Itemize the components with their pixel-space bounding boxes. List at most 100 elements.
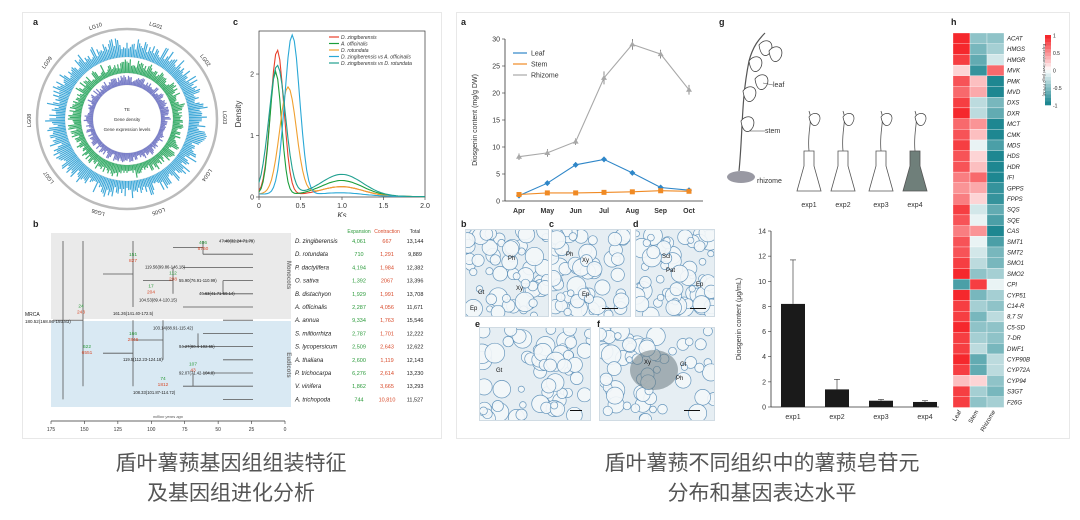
colorbar-tick-2: 0 xyxy=(1053,69,1056,75)
point-stem-1 xyxy=(544,190,550,196)
line-legend-label-0: Leaf xyxy=(531,51,545,58)
heat-cell-25-1 xyxy=(969,300,988,312)
species-total-4: 13,708 xyxy=(407,292,424,298)
density-ylabel: Density xyxy=(234,101,243,128)
phylogeny-panel: Monocots Eudicots Expansion Contraction Tota… xyxy=(23,225,441,438)
heat-cell-16-2 xyxy=(986,204,1005,216)
heat-cell-3-1 xyxy=(969,64,988,76)
heat-cell-1-1 xyxy=(969,43,988,55)
point-leaf-2 xyxy=(572,161,579,168)
node-count-up-2: 406 xyxy=(199,240,207,246)
micrograph-f-scalebar xyxy=(684,410,700,411)
cell-44 xyxy=(550,401,559,410)
cell-50 xyxy=(466,232,476,248)
node-label-11: 92.07(71.42-104.8) xyxy=(179,370,215,375)
right-figure: a g h 0 5 10 15 20 25 30 Apr May Jun Jul Aug Sep Oct D… xyxy=(456,12,1070,439)
flask-label-exp4: exp4 xyxy=(907,202,922,209)
cell-36 xyxy=(603,309,614,316)
cell-31 xyxy=(570,371,584,385)
heat-cell-16-0 xyxy=(952,204,971,216)
cell-46 xyxy=(698,230,714,243)
species-total-9: 12,143 xyxy=(407,358,424,364)
heat-cell-5-2 xyxy=(986,86,1005,98)
point-stem-6 xyxy=(686,188,692,194)
point-stem-4 xyxy=(629,189,635,195)
heat-cell-12-2 xyxy=(986,161,1005,173)
cell-43 xyxy=(480,378,493,396)
micrograph-e: Gt xyxy=(479,327,591,421)
cell-41 xyxy=(614,332,622,340)
heat-cell-10-2 xyxy=(986,139,1005,151)
plant-leaf-4 xyxy=(768,46,783,62)
node-label-8: 103.14(88.91-115.42) xyxy=(153,325,194,330)
cell-43 xyxy=(555,292,566,302)
bar-chart-ytick-label-2: 4 xyxy=(762,354,766,361)
point-rhizome-6 xyxy=(686,86,692,92)
panel-letter-e-right: e xyxy=(475,319,481,329)
node-label-9: 94.27(80.4-102.55) xyxy=(179,344,215,349)
species-contraction-4: 1,991 xyxy=(380,292,394,298)
cell-45 xyxy=(480,406,488,416)
colorbar-seg-16 xyxy=(1045,91,1051,95)
heat-cell-33-1 xyxy=(969,385,988,397)
right-caption-line1: 盾叶薯蓣不同组织中的薯蓣皂苷元 xyxy=(604,451,920,475)
heat-row-label-4: PMK xyxy=(1007,79,1021,85)
cell-47 xyxy=(552,230,567,250)
line-legend-label-1: Stem xyxy=(531,62,548,69)
colorbar-seg-5 xyxy=(1045,52,1051,57)
heat-row-label-15: FPPS xyxy=(1007,197,1023,203)
heat-row-label-10: MDS xyxy=(1007,144,1020,150)
heat-cell-21-2 xyxy=(986,257,1005,269)
line-chart-xtick-label-5: Sep xyxy=(654,208,667,215)
cell-59 xyxy=(576,342,590,359)
cell-16 xyxy=(702,328,713,337)
chromosome-label-lg01: LG01 xyxy=(148,21,163,31)
flask-exp1 xyxy=(796,150,822,192)
left-caption-line1: 盾叶薯蓣基因组组装特征 xyxy=(115,451,347,475)
species-total-12: 11,527 xyxy=(407,397,423,403)
time-axis-tick-label-7: 0 xyxy=(284,427,287,433)
species-expansion-12: 744 xyxy=(354,397,363,403)
species-name-5: A. officinalis xyxy=(294,305,327,311)
heat-cell-0-2 xyxy=(986,32,1005,44)
node-count-up-1: 151 xyxy=(129,252,137,258)
micrograph-e-texture xyxy=(480,328,590,420)
micrograph-b-tag-ph: Ph xyxy=(508,256,516,262)
species-total-0: 13,144 xyxy=(407,239,424,245)
cell-51 xyxy=(541,378,557,394)
heat-cell-13-2 xyxy=(986,171,1005,183)
cell-51 xyxy=(675,372,692,389)
heat-cell-8-1 xyxy=(969,118,988,130)
chromosome-label-lg10: LG10 xyxy=(88,22,103,32)
node-label-4: 55.90(76.91-110.99) xyxy=(179,278,217,283)
micrograph-b-tag-gt: Gt xyxy=(478,290,485,296)
flask-plant-exp1 xyxy=(808,110,811,152)
node-count-up-4: 17 xyxy=(148,284,154,290)
left-caption: 盾叶薯蓣基因组组装特征 及基因组进化分析 xyxy=(22,448,440,508)
plant-leaf-0 xyxy=(748,56,763,72)
cell-50 xyxy=(642,238,651,247)
heat-cell-32-0 xyxy=(952,375,971,387)
heat-cell-22-2 xyxy=(986,268,1005,280)
heat-row-label-5: MVD xyxy=(1007,90,1021,96)
cell-52 xyxy=(630,403,641,413)
colorbar-tick-1: 0.5 xyxy=(1053,51,1060,57)
species-contraction-6: 1,763 xyxy=(380,318,394,324)
panel-letter-d-right: d xyxy=(633,219,639,229)
heat-cell-11-0 xyxy=(952,150,971,162)
heat-cell-21-1 xyxy=(969,257,988,269)
micrograph-c-scalebar xyxy=(602,308,618,309)
species-total-1: 9,889 xyxy=(408,252,422,258)
cell-52 xyxy=(636,295,650,313)
heat-cell-3-0 xyxy=(952,64,971,76)
heat-cell-8-0 xyxy=(952,118,971,130)
species-name-9: A. thaliana xyxy=(294,358,324,364)
flask-plant-exp2 xyxy=(842,110,845,152)
node-label-7: 47.40(32.24-71.79) xyxy=(219,238,255,243)
point-rhizome-0 xyxy=(516,153,522,159)
heat-row-label-1: HMGS xyxy=(1007,47,1025,53)
species-contraction-0: 667 xyxy=(382,239,391,245)
species-total-2: 12,382 xyxy=(407,265,424,271)
cell-38 xyxy=(688,285,696,293)
species-contraction-11: 3,665 xyxy=(380,384,394,390)
